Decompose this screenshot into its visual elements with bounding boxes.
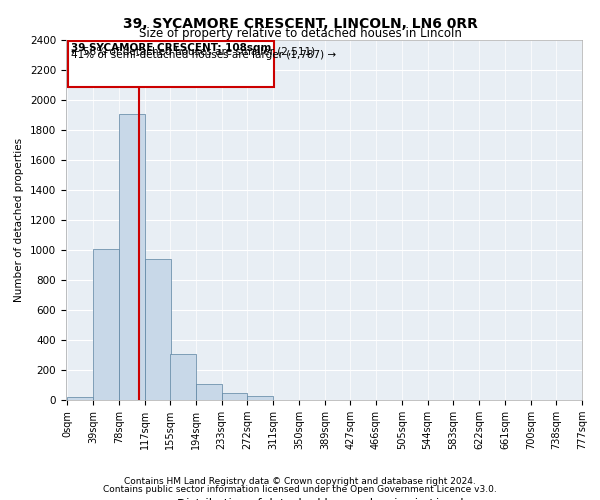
Bar bbox=[221, 393, 247, 400]
Bar bbox=[170, 354, 196, 400]
Bar bbox=[67, 397, 93, 400]
Bar bbox=[247, 396, 274, 400]
Text: 39, SYCAMORE CRESCENT, LINCOLN, LN6 0RR: 39, SYCAMORE CRESCENT, LINCOLN, LN6 0RR bbox=[122, 18, 478, 32]
Bar bbox=[119, 114, 145, 400]
Text: 41% of semi-detached houses are larger (1,787) →: 41% of semi-detached houses are larger (… bbox=[71, 50, 337, 60]
Bar bbox=[93, 248, 119, 400]
Bar bbox=[68, 41, 274, 87]
Bar bbox=[145, 259, 170, 400]
Text: Contains public sector information licensed under the Open Government Licence v3: Contains public sector information licen… bbox=[103, 485, 497, 494]
X-axis label: Distribution of detached houses by size in Lincoln: Distribution of detached houses by size … bbox=[177, 498, 471, 500]
Y-axis label: Number of detached properties: Number of detached properties bbox=[14, 138, 25, 302]
Text: Contains HM Land Registry data © Crown copyright and database right 2024.: Contains HM Land Registry data © Crown c… bbox=[124, 477, 476, 486]
Bar bbox=[196, 384, 221, 400]
Text: ← 58% of detached houses are smaller (2,511): ← 58% of detached houses are smaller (2,… bbox=[71, 46, 316, 56]
Text: Size of property relative to detached houses in Lincoln: Size of property relative to detached ho… bbox=[139, 28, 461, 40]
Text: 39 SYCAMORE CRESCENT: 108sqm: 39 SYCAMORE CRESCENT: 108sqm bbox=[71, 42, 272, 52]
